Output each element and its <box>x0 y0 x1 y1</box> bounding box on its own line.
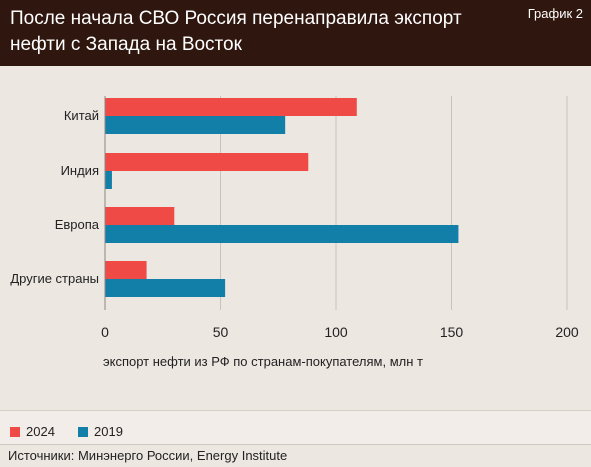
category-label-3: Другие страны <box>10 271 99 286</box>
category-label-1: Индия <box>61 163 99 178</box>
x-axis-title: экспорт нефти из РФ по странам-покупател… <box>103 354 423 369</box>
source-note: Источники: Минэнерго России, Energy Inst… <box>0 444 591 467</box>
bar-2024-1 <box>105 153 309 171</box>
x-tick-label-1: 50 <box>213 324 229 340</box>
x-tick-label-2: 100 <box>324 324 348 340</box>
chart-header: После начала СВО Россия перенаправила эк… <box>0 0 591 66</box>
bar-2019-1 <box>105 171 112 189</box>
chart-area: Китай Индия Европа Другие страны 0 50 100 150 20… <box>0 66 591 410</box>
bar-2019-0 <box>105 116 286 134</box>
x-tick-label-3: 150 <box>440 324 464 340</box>
source-text: Источники: Минэнерго России, Energy Inst… <box>8 448 288 463</box>
legend: 2024 2019 <box>0 410 591 445</box>
bar-2024-2 <box>105 207 175 225</box>
legend-label-2024: 2024 <box>26 424 55 439</box>
x-tick-label-0: 0 <box>101 324 109 340</box>
bar-2024-0 <box>105 98 357 116</box>
legend-swatch-2019 <box>78 426 88 437</box>
bar-2024-3 <box>105 261 147 279</box>
legend-item-2024: 2024 <box>10 424 55 439</box>
category-label-0: Китай <box>64 108 99 123</box>
chart-title: После начала СВО Россия перенаправила эк… <box>10 8 462 55</box>
category-label-2: Европа <box>55 217 100 232</box>
bar-2019-3 <box>105 279 226 297</box>
legend-item-2019: 2019 <box>78 424 123 439</box>
bar-chart: Китай Индия Европа Другие страны 0 50 100 150 20… <box>10 96 579 369</box>
legend-label-2019: 2019 <box>94 424 123 439</box>
legend-swatch-2024 <box>10 426 20 437</box>
chart-number-label: График 2 <box>527 6 583 21</box>
bar-2019-2 <box>105 225 459 243</box>
x-tick-label-4: 200 <box>555 324 579 340</box>
